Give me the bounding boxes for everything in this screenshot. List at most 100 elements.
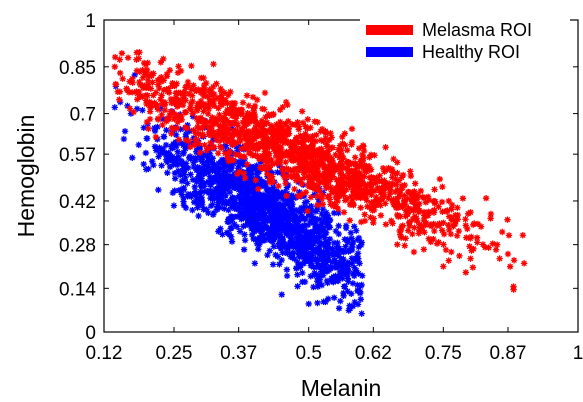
series-healthy-roi-point [206, 150, 214, 158]
series-melasma-roi-point [438, 227, 446, 234]
series-melasma-roi-point [175, 136, 183, 143]
series-melasma-roi-point [230, 127, 238, 135]
series-healthy-roi-point [331, 257, 339, 264]
series-healthy-roi-point [255, 203, 262, 210]
series-melasma-roi-point [297, 176, 305, 184]
series-melasma-roi-point [204, 110, 212, 118]
series-melasma-roi-point [174, 69, 182, 76]
series-healthy-roi-point [300, 260, 308, 267]
series-melasma-roi-point [332, 166, 339, 173]
series-melasma-roi-point [399, 204, 406, 211]
series-melasma-roi-point [238, 145, 245, 152]
series-melasma-roi-point [146, 108, 154, 115]
series-melasma-roi-point [390, 155, 397, 163]
series-melasma-roi-point [345, 181, 352, 189]
series-healthy-roi-point [315, 250, 323, 258]
series-melasma-roi-point [340, 172, 347, 179]
series-melasma-roi-point [273, 160, 280, 167]
series-healthy-roi-point [220, 179, 228, 186]
series-healthy-roi-point [201, 161, 208, 168]
x-axis-label: Melanin [301, 375, 382, 401]
series-melasma-roi-point [463, 234, 470, 241]
series-healthy-roi-point [311, 247, 319, 254]
series-melasma-roi-point [139, 66, 146, 74]
series-melasma-roi-point [333, 194, 340, 202]
series-melasma-roi-point [389, 169, 396, 176]
series-melasma-roi-point [354, 175, 361, 183]
series-melasma-roi-point [289, 167, 297, 175]
series-healthy-roi-point [241, 199, 248, 207]
series-melasma-roi-point [404, 227, 412, 234]
series-melasma-roi-point [281, 133, 288, 141]
series-melasma-roi-point [327, 162, 334, 169]
series-healthy-roi-point [199, 166, 207, 174]
series-melasma-roi-point [224, 92, 232, 99]
series-melasma-roi-point [266, 176, 274, 184]
series-healthy-roi-point [170, 202, 178, 209]
series-healthy-roi-point [120, 135, 128, 143]
series-melasma-roi-point [282, 122, 290, 129]
series-melasma-roi-point [431, 198, 438, 206]
series-melasma-roi-point [253, 133, 260, 140]
series-healthy-roi-point [127, 110, 135, 117]
series-healthy-roi-point [271, 187, 279, 195]
series-healthy-roi-point [190, 163, 198, 171]
series-healthy-roi-point [177, 186, 184, 194]
series-melasma-roi-point [360, 143, 367, 150]
series-healthy-roi-point [314, 278, 321, 285]
series-healthy-roi-point [356, 260, 363, 267]
series-melasma-roi-point [260, 135, 267, 143]
series-melasma-roi-point [200, 108, 207, 115]
series-healthy-roi-point [290, 243, 297, 251]
series-healthy-roi-point [225, 198, 232, 205]
series-healthy-roi-point [305, 300, 312, 308]
series-healthy-roi-point [348, 260, 355, 267]
series-melasma-roi-point [398, 182, 406, 190]
series-healthy-roi-point [291, 207, 299, 214]
series-melasma-roi-point [295, 151, 302, 158]
x-tick-label: 1 [573, 343, 583, 364]
series-melasma-roi-point [510, 283, 517, 290]
series-melasma-roi-point [219, 115, 227, 122]
series-melasma-roi-point [269, 111, 277, 119]
series-melasma-roi-point [324, 155, 331, 163]
series-healthy-roi-point [228, 213, 236, 221]
series-healthy-roi-point [258, 237, 266, 245]
series-melasma-roi-point [367, 203, 375, 211]
series-melasma-roi-point [280, 173, 288, 180]
series-healthy-roi-point [340, 292, 347, 300]
series-melasma-roi-point [312, 173, 320, 180]
series-healthy-roi-point [290, 239, 298, 246]
series-melasma-roi-point [163, 86, 170, 93]
series-melasma-roi-point [259, 152, 266, 159]
series-melasma-roi-point [230, 157, 237, 164]
series-healthy-roi-point [180, 198, 187, 205]
series-healthy-roi-point [200, 188, 208, 195]
series-melasma-roi-point [328, 170, 336, 178]
series-melasma-roi-point [161, 106, 169, 114]
series-healthy-roi-point [174, 148, 181, 155]
series-healthy-roi-point [349, 241, 356, 248]
series-melasma-roi-point [279, 103, 286, 111]
series-healthy-roi-point [257, 199, 264, 207]
series-melasma-roi-point [351, 154, 359, 161]
series-healthy-roi-point [209, 155, 216, 162]
series-healthy-roi-point [198, 198, 206, 206]
series-healthy-roi-point [357, 288, 364, 295]
series-healthy-roi-point [187, 191, 194, 198]
series-healthy-roi-point [194, 204, 201, 211]
series-healthy-roi-point [192, 156, 199, 164]
series-melasma-roi-point [249, 144, 257, 152]
series-melasma-roi-point [301, 174, 308, 181]
series-healthy-roi-point [213, 206, 221, 213]
y-tick-label: 0.28 [59, 236, 96, 257]
series-healthy-roi-point [291, 213, 298, 220]
series-melasma-roi-point [298, 162, 305, 170]
series-melasma-roi-point [454, 204, 461, 211]
series-melasma-roi-point [216, 111, 223, 119]
series-melasma-roi-point [367, 166, 375, 173]
series-healthy-roi-point [241, 203, 248, 210]
series-healthy-roi-point [276, 205, 284, 212]
series-melasma-roi-point [154, 106, 162, 113]
series-healthy-roi-point [180, 194, 187, 202]
